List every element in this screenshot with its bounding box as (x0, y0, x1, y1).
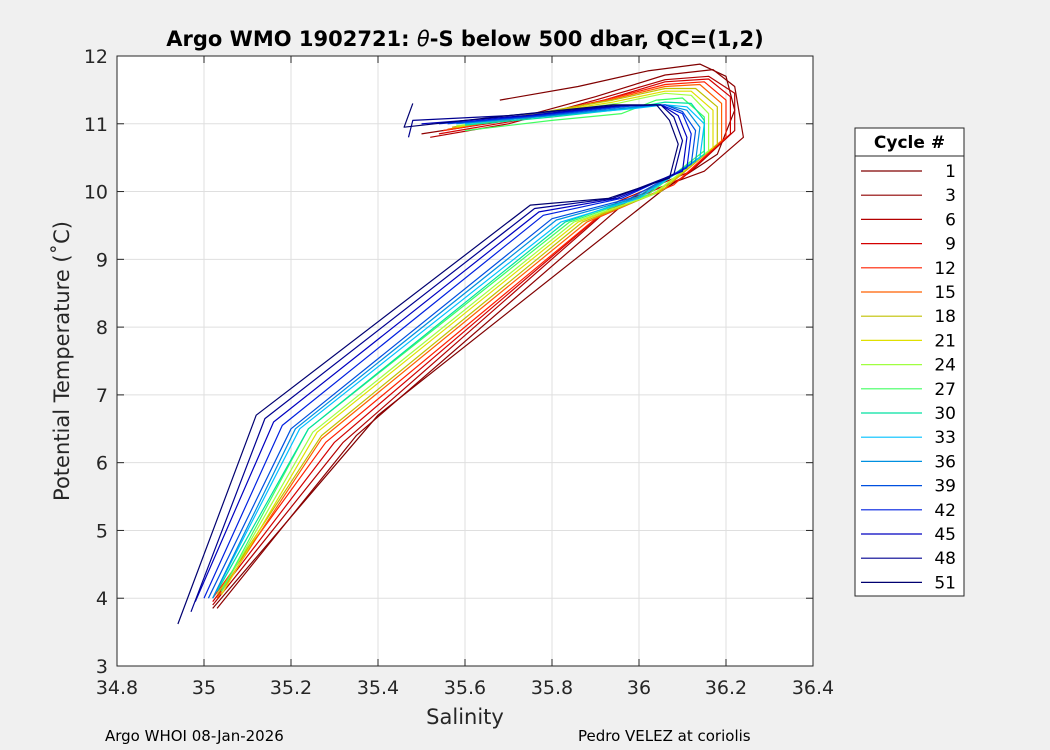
series-line-cycle-21 (220, 90, 714, 596)
series-line-cycle-3 (216, 68, 745, 609)
x-tick-label: 36 (627, 677, 651, 699)
y-tick-label: 3 (96, 656, 108, 678)
x-tick-label: 34.8 (96, 677, 138, 699)
x-tick-label: 36.4 (792, 677, 834, 699)
title-theta: θ (417, 27, 430, 51)
legend-label-cycle-3: 3 (945, 186, 956, 206)
x-tick-label: 35.4 (357, 677, 399, 699)
legend-label-cycle-24: 24 (934, 356, 956, 376)
legend-label-cycle-6: 6 (945, 210, 956, 230)
legend-label-cycle-48: 48 (934, 549, 956, 569)
y-tick-label: 5 (96, 520, 108, 542)
series-line-cycle-39 (207, 104, 697, 599)
series-line-cycle-45 (194, 104, 688, 602)
x-tick-label: 36.2 (705, 677, 747, 699)
x-tick-label: 35.8 (531, 677, 573, 699)
legend-label-cycle-18: 18 (934, 307, 956, 327)
legend-label-cycle-33: 33 (934, 428, 956, 448)
x-tick-label: 35.6 (444, 677, 486, 699)
legend-label-cycle-30: 30 (934, 404, 956, 424)
y-axis-label: Potential Temperature (˚C) (50, 221, 74, 501)
x-tick-label: 35.2 (270, 677, 312, 699)
axis-ticks: 34.8 35 35.2 35.4 35.6 35.8 36 36.2 36.4 3 4 5 6 7 8 9 1… (84, 46, 834, 699)
legend-label-cycle-45: 45 (934, 525, 956, 545)
y-tick-label: 8 (96, 317, 108, 339)
legend-label-cycle-21: 21 (934, 331, 956, 351)
legend-label-cycle-36: 36 (934, 452, 956, 472)
y-tick-label: 7 (96, 385, 108, 407)
y-tick-label: 6 (96, 453, 108, 475)
series-line-cycle-48 (190, 104, 684, 613)
legend-label-cycle-39: 39 (934, 477, 956, 497)
legend-label-cycle-9: 9 (945, 235, 956, 255)
series-line-cycle-36 (212, 104, 701, 599)
series-line-cycle-51 (177, 103, 679, 625)
series-line-cycle-27 (220, 97, 705, 592)
series-line-cycle-1 (212, 63, 736, 609)
series-lines (177, 63, 745, 625)
x-tick-label: 35 (192, 677, 216, 699)
legend-label-cycle-1: 1 (945, 162, 956, 182)
y-tick-label: 4 (96, 588, 108, 610)
legend-label-cycle-12: 12 (934, 259, 956, 279)
legend-label-cycle-51: 51 (934, 573, 956, 593)
series-line-cycle-18 (216, 87, 718, 596)
footer-left: Argo WHOI 08-Jan-2026 (105, 727, 284, 745)
series-line-cycle-42 (203, 104, 692, 599)
y-tick-label: 9 (96, 249, 108, 271)
footer-right: Pedro VELEZ at coriolis (578, 727, 751, 745)
y-tick-label: 12 (84, 46, 108, 68)
legend-box (854, 127, 965, 597)
y-tick-label: 10 (84, 182, 108, 204)
x-axis-label: Salinity (426, 705, 504, 729)
y-tick-label: 11 (84, 114, 108, 136)
legend-label-cycle-42: 42 (934, 501, 956, 521)
legend-label-cycle-27: 27 (934, 380, 956, 400)
series-line-cycle-33 (212, 104, 705, 599)
legend-title: Cycle # (874, 133, 945, 153)
chart-title: Argo WMO 1902721: θ-S below 500 dbar, QC… (166, 27, 763, 51)
legend-label-cycle-15: 15 (934, 283, 956, 303)
